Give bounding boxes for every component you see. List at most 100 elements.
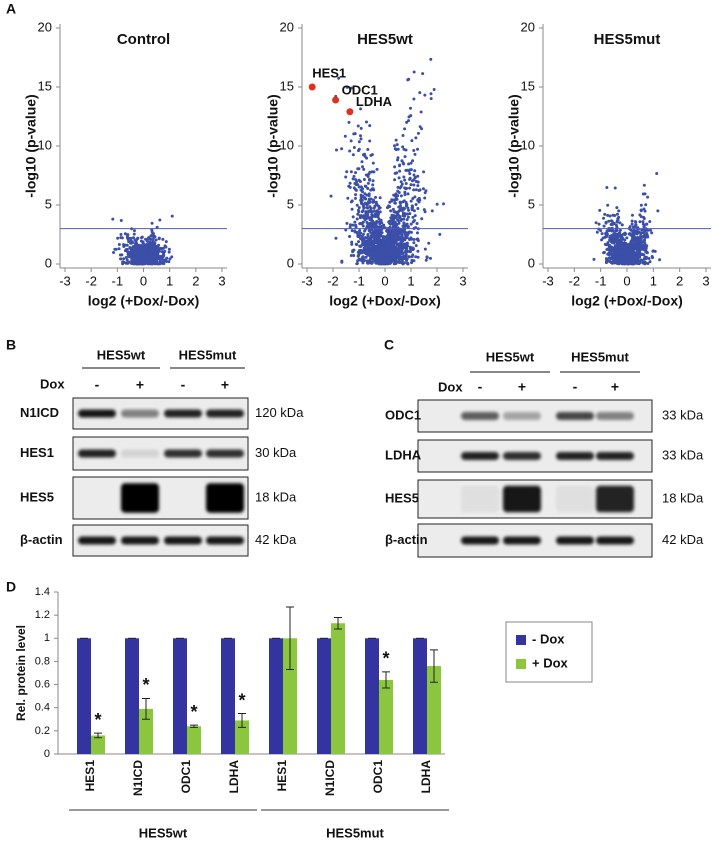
point: [388, 205, 392, 209]
legend-label: + Dox: [532, 655, 569, 670]
x-tick-label: 3: [459, 273, 466, 288]
point: [377, 204, 381, 208]
point: [609, 257, 613, 261]
point: [356, 259, 360, 263]
point: [651, 249, 655, 253]
point: [620, 255, 624, 259]
point: [138, 248, 142, 252]
y-tick-label: 20: [38, 19, 52, 34]
point: [355, 217, 359, 221]
point: [125, 249, 129, 253]
point: [362, 196, 366, 200]
band: [556, 412, 594, 420]
highlight-point: [308, 83, 316, 91]
point: [423, 247, 427, 251]
point: [640, 252, 644, 256]
point: [361, 232, 365, 236]
point: [397, 176, 401, 180]
point: [359, 134, 363, 138]
point: [144, 255, 148, 259]
band: [596, 452, 634, 460]
band: [121, 449, 159, 458]
point: [404, 200, 408, 204]
point: [354, 225, 358, 229]
point: [135, 261, 139, 265]
point: [635, 244, 639, 248]
y-tick-label: 0.8: [35, 655, 50, 667]
band: [78, 536, 116, 545]
x-tick-label: -1: [353, 273, 365, 288]
y-tick-label: 20: [280, 19, 294, 34]
point: [392, 259, 396, 263]
point: [370, 245, 374, 249]
point: [403, 178, 407, 182]
point: [377, 262, 381, 266]
size-label: 42 kDa: [255, 532, 297, 547]
point: [350, 240, 354, 244]
protein-label: HES5: [385, 490, 419, 505]
point: [334, 148, 338, 152]
point: [352, 248, 356, 252]
y-tick-label: 15: [521, 78, 535, 93]
point: [389, 216, 393, 220]
x-tick-label: 0: [381, 273, 388, 288]
point: [396, 158, 400, 162]
point: [630, 248, 634, 252]
point: [399, 194, 403, 198]
point: [359, 137, 363, 141]
point: [613, 186, 617, 190]
point: [419, 110, 423, 114]
x-tick-label: -3: [301, 273, 313, 288]
point: [401, 262, 405, 266]
point: [363, 184, 367, 188]
point: [376, 256, 380, 260]
point: [385, 254, 389, 258]
point: [364, 120, 368, 124]
point: [345, 170, 349, 174]
significance-mark: *: [190, 702, 197, 722]
panel-label: C: [384, 337, 394, 353]
point: [409, 222, 413, 226]
band: [206, 449, 244, 458]
point: [412, 97, 416, 101]
point: [388, 230, 392, 234]
point: [146, 257, 150, 261]
point: [635, 241, 639, 245]
band: [78, 449, 116, 458]
point: [406, 192, 410, 196]
point: [658, 258, 662, 262]
point: [592, 257, 596, 261]
y-axis-label: Rel. protein level: [14, 625, 28, 721]
point: [364, 248, 368, 252]
point: [412, 148, 416, 152]
point: [120, 236, 124, 240]
point: [372, 232, 376, 236]
point: [393, 198, 397, 202]
point: [396, 147, 400, 151]
lane-label: +: [611, 379, 619, 395]
point: [617, 209, 621, 213]
point: [615, 206, 619, 210]
point: [389, 234, 393, 238]
point: [126, 237, 130, 241]
point: [405, 261, 409, 265]
point: [351, 177, 355, 181]
bar: [331, 623, 345, 754]
point: [367, 197, 371, 201]
point: [157, 236, 161, 240]
point: [417, 189, 421, 193]
lane-label: -: [181, 377, 186, 393]
band: [503, 412, 541, 420]
y-axis-label: -log10 (p-value): [23, 94, 39, 197]
point: [602, 216, 606, 220]
point: [420, 217, 424, 221]
point: [429, 57, 433, 61]
point: [418, 125, 422, 129]
point: [377, 239, 381, 243]
point: [615, 240, 619, 244]
x-tick-label: 3: [218, 273, 225, 288]
point: [362, 215, 366, 219]
point: [136, 246, 140, 250]
point: [381, 259, 385, 263]
size-label: 42 kDa: [662, 532, 704, 547]
